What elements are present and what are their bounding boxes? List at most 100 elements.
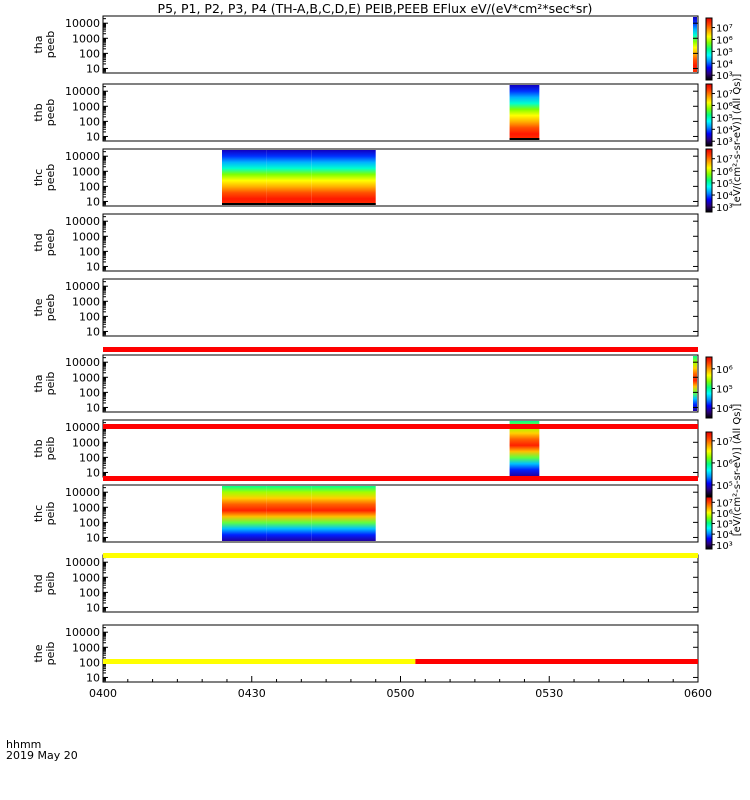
colorbar-tick-label: 10⁶ [716, 509, 733, 520]
panel-thb-peib: 10 100 1000 10000 thbpeib [32, 419, 699, 479]
panel-thc-peib: 10 100 1000 10000 thcpeib [32, 484, 699, 544]
panel-thb-peeb: 10 100 1000 10000 thbpeeb [32, 83, 699, 143]
colorbar-tick-label: 10⁷ [716, 155, 733, 166]
colorbar: 10⁴ 10⁵ 10⁶ [705, 356, 733, 419]
y-tick-label: 1000 [72, 100, 100, 113]
panel-frame [102, 83, 699, 142]
panel-thd-peeb: 10 100 1000 10000 thdpeeb [32, 213, 699, 273]
panel-the-peib: 10 100 1000 10000 thepeib [32, 624, 699, 684]
panel-label-product: peib [44, 642, 57, 666]
status-bar-segment [103, 476, 698, 481]
colorbar-tick-label: 10⁶ [716, 459, 733, 470]
chart-title: P5, P1, P2, P3, P4 (TH-A,B,C,D,E) PEIB,P… [158, 1, 593, 16]
panel-label: thepeib [32, 642, 57, 666]
colorbar-tick-label: 10³ [716, 137, 733, 148]
x-tick-label: 0500 [387, 687, 415, 700]
colorbar-tick-label: 10⁵ [716, 384, 733, 395]
spectrogram-block [222, 486, 267, 541]
spectrogram-floor [266, 203, 312, 205]
status-bar-segment [103, 553, 698, 558]
y-tick-label: 1000 [72, 571, 100, 584]
y-tick-label: 10000 [65, 215, 100, 228]
colorbars-group: 10³10⁴10⁵10⁶10⁷10³10⁴10⁵10⁶10⁷10³10⁴10⁵1… [705, 17, 743, 552]
y-tick-label: 10 [86, 130, 100, 143]
panel-label: thepeeb [32, 294, 57, 322]
y-tick-label: 100 [79, 451, 100, 464]
panels-group: 10100100010000thapeeb10100100010000thbpe… [32, 15, 699, 684]
x-tick-label: 0400 [89, 687, 117, 700]
panel-label: thdpeeb [32, 229, 57, 257]
spectrogram-floor [509, 138, 540, 140]
panel-label: thapeeb [32, 31, 57, 59]
y-tick-label: 100 [79, 516, 100, 529]
panel-label-probe: tha [32, 35, 45, 53]
y-tick-label: 1000 [72, 641, 100, 654]
y-tick-label: 100 [79, 115, 100, 128]
y-tick-label: 10 [86, 62, 100, 75]
panel-label: thcpeeb [32, 164, 57, 192]
panel-label-probe: thc [32, 169, 45, 186]
y-tick-label: 10000 [65, 85, 100, 98]
spectrogram-edge [693, 17, 697, 72]
colorbar-tick-label: 10⁶ [716, 167, 733, 178]
colorbar-tick-label: 10⁵ [716, 179, 733, 190]
colorbar-tick-label: 10⁴ [716, 59, 733, 70]
panel-label-product: peeb [44, 294, 57, 322]
colorbar-tick-label: 10⁶ [716, 365, 733, 376]
status-bar-segment [415, 659, 698, 664]
panel-label-probe: thb [32, 103, 45, 121]
panel-label-probe: thd [32, 233, 45, 251]
panel-frame [102, 148, 699, 207]
colorbar-unit-label: [eV/(cm²-s-sr-eV)] (All Qs)] [732, 404, 743, 537]
panel-label-product: peib [44, 502, 57, 526]
colorbar-tick-label: 10⁴ [716, 530, 733, 541]
colorbar-tick-label: 10⁶ [716, 101, 733, 112]
colorbar-tick-label: 10⁴ [716, 404, 733, 415]
y-tick-label: 100 [79, 586, 100, 599]
panel-frame [102, 278, 699, 337]
panel-label-probe: thd [32, 574, 45, 592]
colorbar-scale [705, 17, 713, 81]
y-tick-label: 100 [79, 47, 100, 60]
spectrogram-block [509, 421, 540, 476]
panel-frame [102, 484, 699, 543]
spectrogram-block [266, 150, 312, 205]
y-tick-label: 10 [86, 325, 100, 338]
y-tick-label: 100 [79, 386, 100, 399]
y-tick-label: 10 [86, 401, 100, 414]
panel-label: thapeib [32, 372, 57, 396]
status-bars-group [103, 347, 698, 664]
status-bar-segment [103, 347, 698, 352]
y-tick-label: 10000 [65, 356, 100, 369]
colorbar-tick-label: 10⁶ [716, 35, 733, 46]
time-caption: hhmm [6, 738, 41, 751]
panel-label: thcpeib [32, 502, 57, 526]
x-axis-group: 0400 0430 0500 0530 0600 [89, 676, 712, 700]
panel-label-probe: thc [32, 505, 45, 522]
spectrogram-edge [693, 356, 697, 411]
colorbar-tick-label: 10⁵ [716, 481, 733, 492]
y-tick-label: 10000 [65, 421, 100, 434]
spectrogram-floor [222, 203, 267, 205]
y-tick-label: 10 [86, 466, 100, 479]
y-tick-label: 10 [86, 531, 100, 544]
y-tick-label: 1000 [72, 436, 100, 449]
x-tick-label: 0600 [684, 687, 712, 700]
y-tick-label: 10000 [65, 556, 100, 569]
colorbar: 10⁵ 10⁶ 10⁷ [705, 431, 733, 497]
y-tick-label: 10000 [65, 150, 100, 163]
panel-label-probe: thb [32, 439, 45, 457]
panel-frame [102, 15, 699, 74]
y-tick-label: 1000 [72, 32, 100, 45]
panel-label-product: peib [44, 372, 57, 396]
spectrogram-block [509, 85, 540, 140]
y-tick-label: 10000 [65, 280, 100, 293]
panel-tha-peib: 10 100 1000 10000 thapeib [32, 354, 699, 414]
panel-label-product: peib [44, 572, 57, 596]
spectrogram-block [222, 150, 267, 205]
panel-label: thbpeib [32, 437, 57, 461]
y-tick-label: 10 [86, 671, 100, 684]
colorbar-tick-label: 10³ [716, 203, 733, 214]
